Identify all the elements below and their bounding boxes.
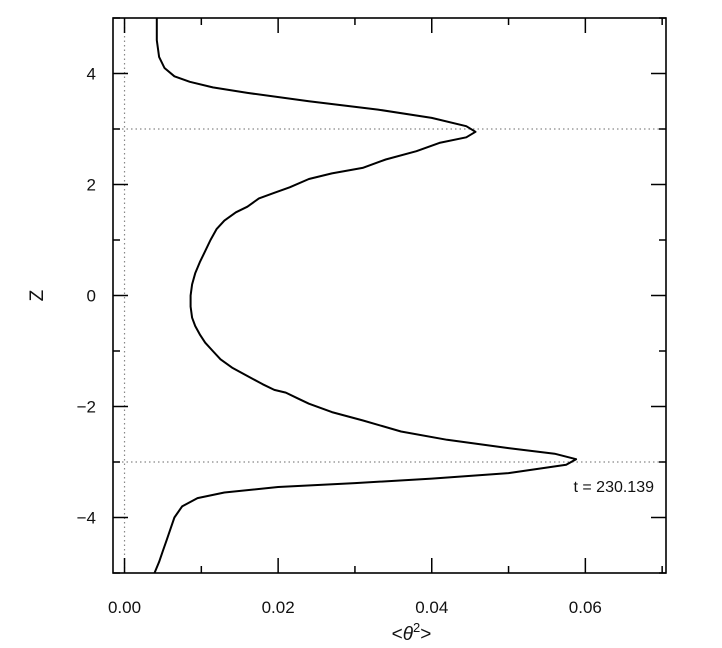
y-tick-label: −4: [77, 509, 96, 528]
series-layer: [153, 18, 578, 574]
time-annotation: t = 230.139: [573, 479, 654, 496]
x-tick-label: 0.00: [108, 598, 141, 617]
plot-frame: [112, 17, 667, 574]
y-tick-label: 4: [87, 65, 96, 84]
y-tick-label: 2: [87, 176, 96, 195]
x-tick-label: 0.04: [415, 598, 448, 617]
y-tick-label: 0: [87, 287, 96, 306]
x-axis-label-close: >: [420, 624, 431, 645]
x-axis-label-symbol: θ: [403, 624, 414, 645]
x-tick-label: 0.02: [262, 598, 295, 617]
x-axis-label-open: <: [392, 624, 403, 645]
x-axis-label: <θ2>: [392, 620, 432, 645]
x-axis-label-power: 2: [413, 620, 420, 635]
x-tick-label: 0.06: [569, 598, 602, 617]
tick-labels: 0.00 0.02 0.04 0.06 −4 −2 0 2 4: [77, 65, 602, 618]
y-tick-label: −2: [77, 398, 96, 417]
series-line-0: [153, 18, 578, 574]
y-axis-label: Z: [27, 289, 48, 301]
